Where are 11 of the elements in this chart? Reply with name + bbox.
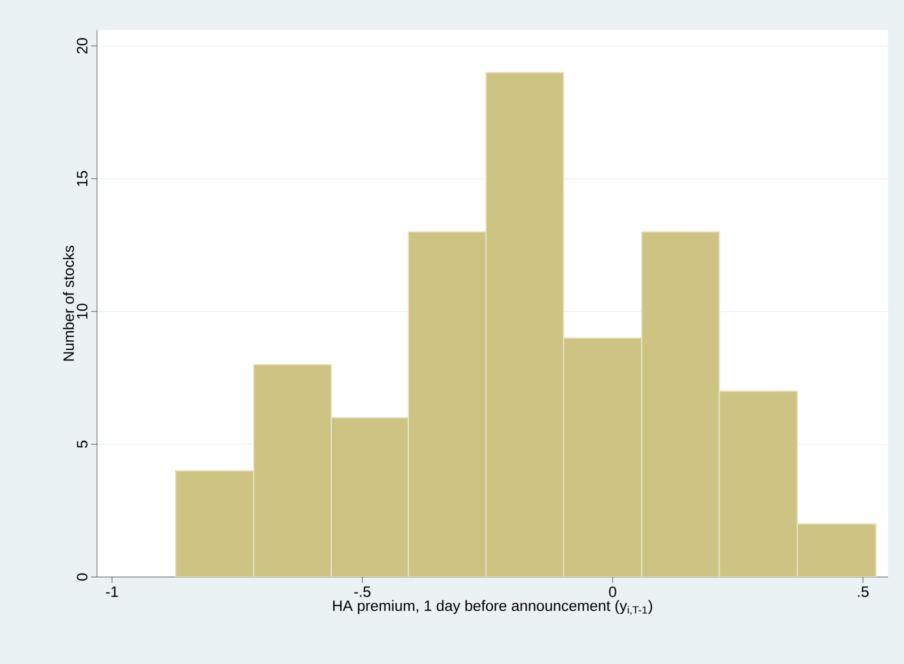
- y-tick-label: 10: [76, 304, 88, 319]
- y-tick-label: 15: [77, 170, 88, 186]
- y-tick-label: 0: [76, 573, 88, 581]
- x-axis-title: HA premium, 1 day before announcement (y$_{i,T-1}$): [333, 600, 652, 615]
- y-tick-label: 5: [77, 440, 88, 448]
- x-tick-label: -1: [106, 586, 118, 597]
- x-tick-label: .5: [858, 586, 869, 597]
- y-tick-label: 20: [76, 38, 88, 54]
- y-axis-title: Number of stocks: [62, 246, 74, 361]
- x-tick-label: -.5: [354, 586, 370, 597]
- x-tick-label: 0: [609, 586, 616, 598]
